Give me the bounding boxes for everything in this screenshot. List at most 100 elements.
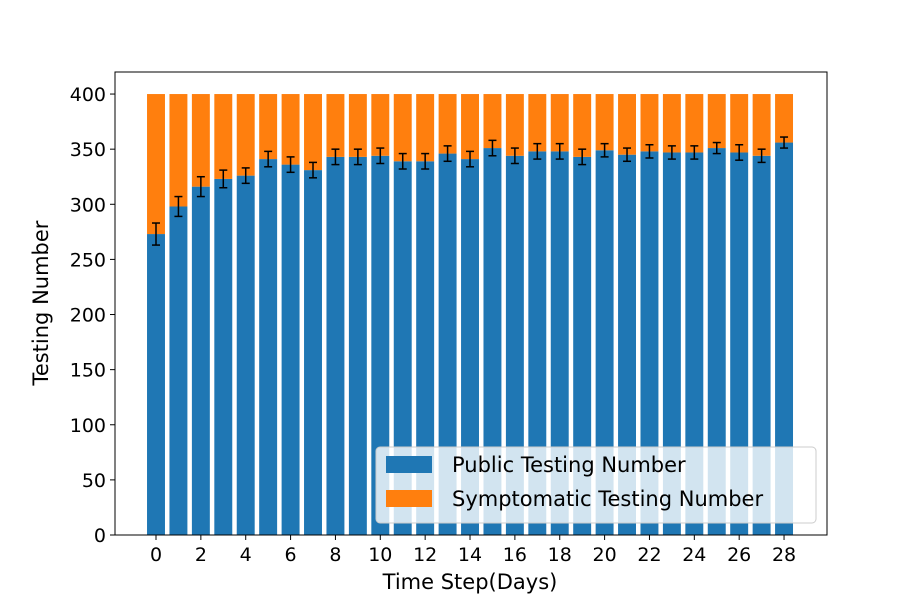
- error-bar-1: [174, 195, 183, 218]
- error-bar-22: [645, 144, 654, 159]
- y-tick-label-150: 150: [70, 360, 106, 382]
- legend-swatch-symptomatic: [386, 490, 432, 507]
- error-bar-3: [219, 169, 228, 189]
- error-bar-6: [286, 156, 295, 174]
- y-axis: 0 50 100 150 200 250 300 350 400: [70, 84, 115, 547]
- x-tick-label-16: 16: [503, 544, 527, 566]
- bar-public-18: [550, 151, 569, 535]
- error-bar-26: [735, 144, 744, 161]
- y-tick-label-300: 300: [70, 194, 106, 216]
- error-bar-21: [623, 147, 632, 163]
- bar-symptomatic-27: [752, 94, 771, 156]
- error-bar-10: [376, 147, 385, 165]
- x-tick-label-26: 26: [727, 544, 751, 566]
- bar-symptomatic-8: [326, 94, 345, 157]
- error-bar-19: [578, 148, 587, 166]
- x-tick-label-22: 22: [637, 544, 661, 566]
- bar-symptomatic-24: [685, 94, 704, 153]
- error-bar-24: [690, 145, 699, 160]
- bar-public-8: [326, 156, 345, 535]
- x-tick-label-4: 4: [240, 544, 252, 566]
- bar-symptomatic-6: [281, 94, 300, 165]
- bar-public-20: [595, 150, 614, 535]
- y-tick-label-100: 100: [70, 415, 106, 437]
- error-bars-layer: [152, 136, 789, 246]
- y-tick-label-200: 200: [70, 305, 106, 327]
- bar-symptomatic-3: [214, 94, 233, 179]
- bar-public-9: [348, 156, 367, 535]
- plot-frame: [114, 71, 828, 536]
- error-bar-8: [331, 148, 340, 166]
- x-axis-label: Time Step(Days): [382, 570, 558, 594]
- bar-symptomatic-19: [573, 94, 592, 157]
- error-bar-15: [488, 139, 497, 157]
- error-bar-12: [421, 152, 430, 170]
- bar-symptomatic-28: [775, 94, 794, 143]
- legend-swatch-public: [386, 456, 432, 473]
- x-tick-label-10: 10: [368, 544, 392, 566]
- bar-symptomatic-22: [640, 94, 659, 152]
- bar-public-12: [416, 161, 435, 536]
- bar-symptomatic-2: [191, 94, 210, 187]
- bar-symptomatic-25: [707, 94, 726, 149]
- x-tick-label-6: 6: [285, 544, 297, 566]
- bar-public-24: [685, 152, 704, 535]
- bar-symptomatic-26: [730, 94, 749, 153]
- bar-symptomatic-13: [438, 94, 457, 154]
- y-tick-label-250: 250: [70, 249, 106, 271]
- bar-public-10: [371, 155, 390, 535]
- error-bar-17: [533, 142, 542, 160]
- bar-public-1: [169, 206, 188, 535]
- x-axis: 0 2 4 6 8 10 12 14 16 18 20 22 24 26 28: [150, 535, 796, 566]
- bar-symptomatic-21: [618, 94, 637, 155]
- error-bar-20: [600, 142, 609, 158]
- error-bar-18: [555, 142, 564, 160]
- bar-symptomatic-16: [505, 94, 524, 156]
- bar-public-4: [236, 175, 255, 535]
- y-axis-label: Testing Number: [29, 220, 53, 386]
- x-tick-label-8: 8: [329, 544, 341, 566]
- error-bar-23: [667, 145, 676, 160]
- x-tick-label-12: 12: [413, 544, 437, 566]
- bar-symptomatic-1: [169, 94, 188, 207]
- bar-public-17: [528, 151, 547, 535]
- bar-public-28: [775, 142, 794, 536]
- bar-public-5: [259, 159, 278, 536]
- bar-public-11: [393, 161, 412, 536]
- bar-symptomatic-17: [528, 94, 547, 152]
- bar-symptomatic-14: [461, 94, 479, 160]
- y-tick-label-0: 0: [94, 525, 106, 547]
- legend-label-symptomatic: Symptomatic Testing Number: [452, 487, 763, 511]
- error-bar-7: [309, 161, 318, 179]
- y-tick-label-350: 350: [70, 139, 106, 161]
- x-tick-label-20: 20: [593, 544, 617, 566]
- error-bar-2: [196, 175, 205, 198]
- x-tick-label-14: 14: [458, 544, 482, 566]
- bar-symptomatic-10: [371, 94, 390, 156]
- bar-symptomatic-7: [304, 94, 322, 171]
- error-bar-28: [780, 136, 789, 149]
- bar-symptomatic-23: [662, 94, 681, 153]
- bar-public-23: [662, 152, 681, 535]
- bar-symptomatic-20: [595, 94, 614, 151]
- bar-public-19: [573, 156, 592, 535]
- error-bar-14: [466, 150, 475, 168]
- error-bar-0: [152, 222, 160, 246]
- bar-public-7: [304, 170, 322, 535]
- error-bar-4: [241, 167, 250, 185]
- x-tick-label-2: 2: [195, 544, 207, 566]
- bar-symptomatic-11: [393, 94, 412, 162]
- error-bar-27: [757, 148, 766, 164]
- bar-symptomatic-18: [550, 94, 569, 152]
- x-tick-label-24: 24: [682, 544, 706, 566]
- bar-symptomatic-0: [147, 94, 165, 235]
- bar-symptomatic-9: [348, 94, 367, 157]
- legend-box: [375, 446, 817, 524]
- bar-public-6: [281, 164, 300, 535]
- x-tick-label-18: 18: [548, 544, 572, 566]
- error-bar-13: [443, 145, 452, 163]
- bar-public-27: [752, 155, 771, 535]
- error-bar-25: [712, 141, 721, 155]
- bar-public-21: [618, 154, 637, 535]
- bar-symptomatic-4: [236, 94, 255, 176]
